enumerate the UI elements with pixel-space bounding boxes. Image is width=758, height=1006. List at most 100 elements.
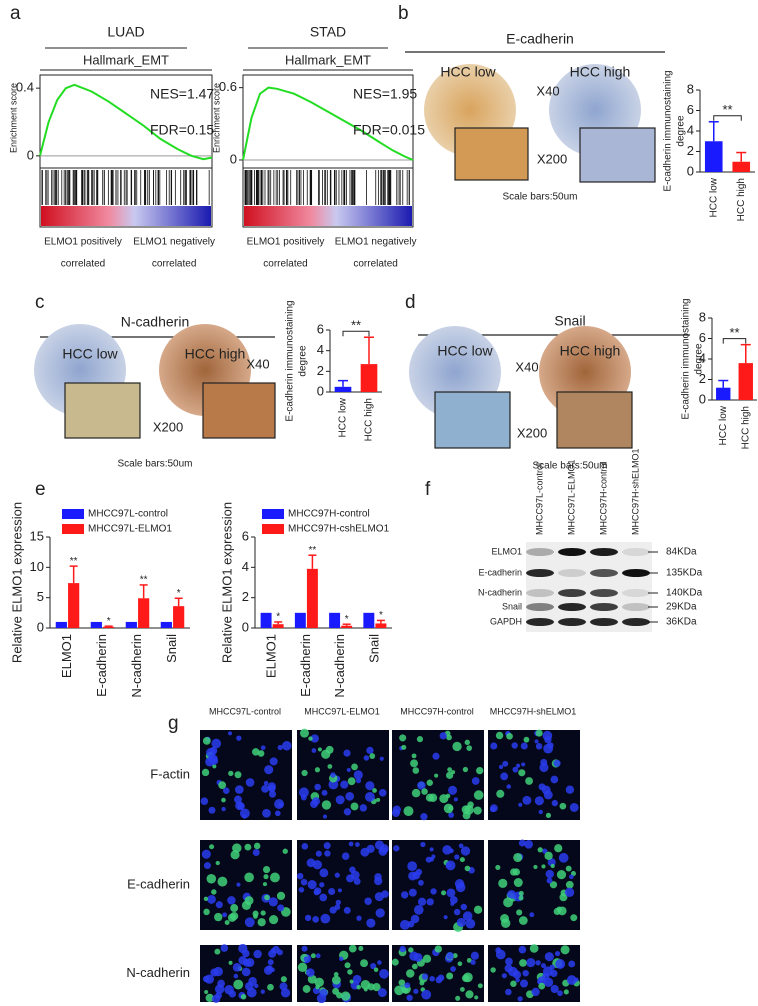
micrograph [297,730,389,820]
cell [341,852,350,860]
cell [202,736,211,745]
cell [254,983,259,989]
bar [160,621,172,628]
x-axis-label: correlated [152,259,196,270]
cell [319,893,328,902]
cell [303,956,310,962]
cell [347,777,356,786]
cell [360,979,371,990]
cell [506,784,512,789]
y-tick-label: 2 [699,371,706,386]
legend-swatch [62,524,84,534]
cell [203,896,209,902]
y-tick-label: 15 [30,528,44,543]
x-axis-label: correlated [61,259,105,270]
cell [513,852,523,863]
error-bar [104,625,113,627]
error-bar [274,621,283,625]
cell [417,781,426,790]
cell [363,755,370,761]
cell [374,876,383,886]
x-axis-label: correlated [263,259,307,270]
band [526,618,554,626]
bar [360,364,378,392]
cell [302,985,311,993]
cell [221,797,226,803]
cell [263,780,269,786]
cell [315,984,320,990]
cell [224,984,234,995]
x-tick-label: E-cadherin [298,634,313,697]
annotation: FDR=0.015 [353,122,425,138]
bar [294,612,306,628]
cell [376,797,381,802]
lane-label: MHCC97L-ELMO1 [566,459,576,535]
bar [138,598,150,628]
y-tick-label: 2 [242,589,249,604]
bar [306,568,318,628]
cell [544,736,552,744]
cell [470,959,476,965]
cell [227,896,236,905]
annotation: FDR=0.15 [150,122,214,138]
cell [369,753,376,759]
cell [233,973,239,979]
cell [217,876,228,887]
cell [451,770,456,775]
cell [377,960,382,965]
cell [439,732,447,740]
cell [209,756,219,765]
y-axis-label: E-cadherin immunostaining [681,298,692,419]
error-bar [308,554,317,569]
cell [277,744,283,751]
band [590,603,618,611]
cell [445,862,452,868]
cell [203,862,211,870]
cell [340,991,351,1001]
cell [498,764,504,770]
cell [300,878,308,886]
cell [495,864,501,870]
group-label: HCC high [570,64,631,80]
cell [434,945,442,953]
cell [474,995,479,1000]
band [590,569,618,577]
error-bar [364,336,374,365]
cell [228,731,233,736]
cell [324,850,331,857]
cell [452,741,462,752]
cell [314,887,322,895]
cell [375,908,385,918]
cell [466,957,472,963]
legend-label: MHCC97H-cshELMO1 [288,524,390,535]
cell [544,851,553,861]
cell [459,857,465,863]
cell [235,801,244,811]
cell [531,987,540,997]
legend-swatch [262,509,284,519]
cell [565,865,572,872]
magnification: X200 [517,425,547,440]
cell [495,731,504,740]
error-bar [376,619,385,624]
bar [334,386,352,392]
bar [363,612,375,628]
cell [372,982,381,992]
cell [314,977,324,988]
cell [569,803,579,812]
cell [351,763,358,771]
cell [373,967,379,972]
cell [328,887,336,896]
cell [434,773,439,778]
y-tick-label: 4 [687,122,694,137]
size-label: 140KDa [666,588,703,599]
error-bar [174,597,183,607]
cell [268,790,277,798]
cell [344,962,351,969]
cell [401,744,407,750]
cell [403,806,414,817]
magnification: X40 [536,83,559,98]
error-bar [139,584,148,599]
cell [518,839,526,847]
y-tick-label: 6 [699,330,706,345]
